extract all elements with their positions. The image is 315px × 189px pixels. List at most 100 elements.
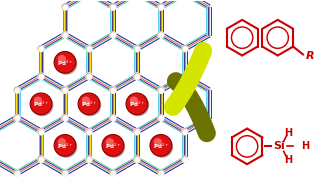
Circle shape [88,48,90,50]
Circle shape [112,6,114,8]
Circle shape [86,128,92,134]
Circle shape [62,115,67,121]
Circle shape [16,117,18,119]
Circle shape [160,89,162,91]
Circle shape [182,45,188,51]
Circle shape [86,156,92,162]
Circle shape [134,74,140,80]
Circle shape [110,87,116,92]
Circle shape [86,74,92,80]
Circle shape [133,73,139,79]
Circle shape [39,73,45,79]
Circle shape [183,129,188,134]
Circle shape [110,114,116,120]
Circle shape [112,172,114,174]
Circle shape [80,94,101,116]
Circle shape [134,73,140,78]
Circle shape [110,88,116,94]
Circle shape [61,32,67,38]
Text: H: H [284,155,293,165]
Circle shape [62,31,68,37]
Circle shape [135,73,140,79]
Circle shape [61,87,67,93]
Circle shape [39,46,45,51]
Circle shape [130,97,138,105]
Circle shape [39,129,45,134]
Circle shape [62,114,67,120]
Circle shape [160,34,162,36]
Circle shape [62,88,67,94]
Circle shape [38,157,43,163]
Circle shape [150,135,172,156]
Circle shape [159,87,164,93]
Circle shape [110,115,116,121]
Circle shape [182,156,188,162]
Circle shape [112,34,114,36]
Circle shape [87,73,93,79]
Circle shape [14,114,20,120]
Circle shape [62,88,68,94]
Circle shape [37,129,43,134]
Circle shape [63,115,69,121]
Circle shape [62,32,68,38]
Circle shape [40,75,42,77]
Circle shape [62,114,68,120]
Circle shape [40,158,42,160]
Circle shape [183,73,188,79]
Circle shape [133,46,139,51]
Circle shape [86,128,92,134]
Circle shape [159,115,164,121]
Circle shape [85,129,91,134]
Circle shape [134,157,140,163]
Circle shape [158,115,163,121]
Circle shape [110,31,116,37]
Circle shape [62,4,68,9]
Circle shape [157,32,163,38]
Circle shape [63,115,69,121]
Circle shape [134,73,140,78]
Circle shape [37,156,43,162]
Circle shape [15,115,20,121]
Circle shape [160,89,162,91]
Circle shape [38,157,44,163]
Circle shape [160,34,162,36]
Circle shape [158,88,163,94]
Circle shape [134,156,140,162]
Circle shape [86,157,92,163]
Circle shape [112,6,114,8]
Circle shape [110,88,116,94]
Polygon shape [197,125,213,140]
Circle shape [182,157,188,163]
Circle shape [64,117,66,119]
Circle shape [158,87,164,92]
Circle shape [86,128,92,134]
Circle shape [110,32,116,38]
Text: Pd$^{2+}$: Pd$^{2+}$ [153,141,169,151]
Circle shape [158,87,163,92]
Circle shape [184,158,186,160]
Circle shape [62,87,67,92]
Circle shape [110,87,116,92]
Circle shape [134,46,140,52]
Circle shape [62,87,67,92]
Circle shape [181,46,187,52]
Circle shape [62,115,67,121]
Circle shape [182,128,188,134]
Circle shape [110,4,116,9]
Circle shape [158,32,163,38]
Circle shape [134,73,140,78]
Circle shape [160,117,162,119]
Circle shape [109,87,115,93]
Circle shape [14,170,20,175]
Circle shape [86,45,92,51]
Circle shape [135,156,140,162]
Circle shape [109,87,115,93]
Circle shape [134,74,140,80]
Circle shape [86,73,92,78]
Circle shape [110,114,116,120]
Circle shape [110,115,116,121]
Circle shape [135,46,140,51]
Circle shape [158,115,163,121]
Circle shape [152,136,173,158]
Circle shape [62,115,68,121]
